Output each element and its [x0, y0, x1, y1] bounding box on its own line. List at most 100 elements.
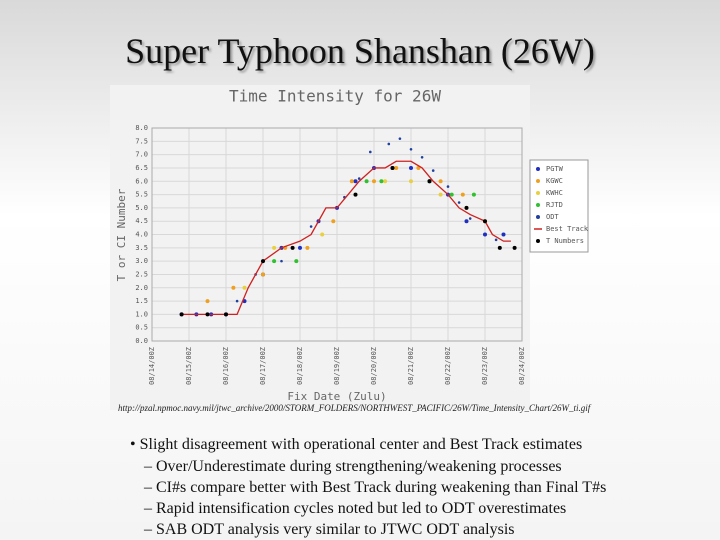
data-point	[309, 225, 313, 228]
y-tick-label: 5.0	[135, 204, 148, 212]
x-axis-label: Fix Date (Zulu)	[287, 390, 386, 403]
legend-swatch	[536, 203, 540, 207]
data-point	[427, 179, 432, 184]
best-track-line	[181, 160, 511, 316]
data-point	[369, 150, 372, 154]
sub-bullet-list: Over/Underestimate during strengthening/…	[130, 456, 606, 540]
data-point	[394, 165, 399, 170]
data-point	[205, 299, 210, 304]
data-point	[409, 179, 413, 184]
data-point	[446, 185, 450, 188]
x-tick-label: 08/16/00Z	[222, 347, 230, 385]
data-point	[464, 219, 469, 224]
y-tick-label: 3.0	[135, 257, 148, 265]
y-tick-label: 8.0	[135, 124, 148, 132]
legend-label: KWHC	[546, 189, 563, 197]
legend-swatch	[536, 191, 540, 195]
source-url: http://pzal.npmoc.navy.mil/jtwc_archive/…	[118, 403, 591, 413]
x-tick-label: 08/18/00Z	[296, 347, 304, 385]
data-point	[409, 148, 413, 151]
data-point	[471, 192, 476, 197]
plot-frame	[151, 127, 523, 342]
data-point	[294, 259, 299, 264]
data-point	[398, 137, 402, 140]
y-tick-label: 3.5	[135, 244, 148, 252]
data-point	[438, 179, 443, 184]
y-tick-label: 0.5	[135, 324, 148, 332]
sub-bullet: Rapid intensification cycles noted but l…	[144, 498, 606, 519]
x-tick-label: 08/22/00Z	[444, 347, 452, 385]
y-tick-label: 2.5	[135, 270, 148, 278]
y-tick-label: 7.0	[135, 151, 148, 159]
sub-bullet: CI#s compare better with Best Track duri…	[144, 477, 606, 498]
slide-title: Super Typhoon Shanshan (26W)	[125, 31, 595, 71]
data-point	[409, 165, 413, 170]
y-tick-label: 0.0	[135, 337, 148, 345]
data-point	[379, 179, 384, 184]
legend-swatch	[536, 239, 540, 243]
data-point	[420, 155, 424, 159]
y-tick-label: 2.0	[135, 284, 148, 292]
x-tick-label: 08/17/00Z	[259, 347, 267, 385]
data-point	[235, 299, 239, 303]
data-point	[383, 179, 388, 184]
data-point	[449, 192, 454, 197]
data-point	[298, 245, 302, 250]
legend-label: PGTW	[546, 165, 564, 173]
data-point	[483, 219, 487, 224]
data-point	[261, 259, 265, 264]
data-point	[272, 245, 277, 250]
data-point	[457, 201, 461, 204]
data-point	[242, 285, 247, 290]
y-tick-label: 7.5	[135, 137, 148, 145]
data-point	[272, 259, 277, 264]
y-tick-label: 1.0	[135, 310, 148, 318]
data-point	[353, 179, 358, 184]
legend-swatch	[536, 179, 540, 183]
sub-bullet: Over/Underestimate during strengthening/…	[144, 456, 606, 477]
data-point	[460, 192, 465, 197]
data-point	[468, 217, 472, 220]
bullet-text: Slight disagreement with operational cen…	[139, 436, 583, 453]
x-tick-label: 08/20/00Z	[370, 347, 378, 385]
x-tick-label: 08/24/00Z	[518, 347, 526, 385]
data-point	[290, 245, 295, 250]
data-point	[501, 232, 506, 237]
y-tick-label: 6.0	[135, 177, 148, 185]
y-tick-label: 4.0	[135, 231, 148, 239]
data-point	[387, 142, 391, 146]
chart-title: Time Intensity for 26W	[229, 87, 441, 106]
data-point	[372, 179, 376, 184]
data-point	[320, 232, 325, 237]
data-point	[349, 179, 354, 184]
y-axis-label: T or CI Number	[115, 188, 128, 281]
data-point	[205, 312, 210, 317]
chart: Time Intensity for 26W T or CI Number Fi…	[110, 85, 589, 410]
legend-swatch	[536, 215, 540, 219]
data-point	[280, 259, 283, 263]
data-point	[464, 205, 469, 210]
y-tick-label: 1.5	[135, 297, 148, 305]
data-point	[494, 238, 498, 242]
x-tick-label: 08/21/00Z	[407, 347, 415, 385]
data-point	[179, 312, 184, 317]
data-point	[331, 219, 336, 224]
data-point	[483, 232, 487, 237]
data-point	[353, 192, 358, 197]
sub-bullet: SAB ODT analysis very similar to JTWC OD…	[144, 519, 606, 540]
y-tick-label: 5.5	[135, 191, 148, 199]
bullet-list: Slight disagreement with operational cen…	[130, 434, 607, 540]
x-tick-label: 08/15/00Z	[185, 347, 193, 385]
legend-label: ODT	[546, 213, 559, 221]
data-point	[261, 272, 265, 277]
data-point	[305, 245, 310, 250]
data-point	[431, 169, 435, 172]
data-point	[224, 312, 228, 317]
x-tick-label: 08/23/00Z	[481, 347, 489, 385]
legend-swatch	[536, 167, 540, 171]
bullet: Slight disagreement with operational cen…	[130, 434, 607, 540]
y-tick-label: 6.5	[135, 164, 148, 172]
data-point	[364, 179, 369, 184]
data-point	[497, 245, 502, 250]
legend-label: T Numbers	[546, 237, 584, 245]
